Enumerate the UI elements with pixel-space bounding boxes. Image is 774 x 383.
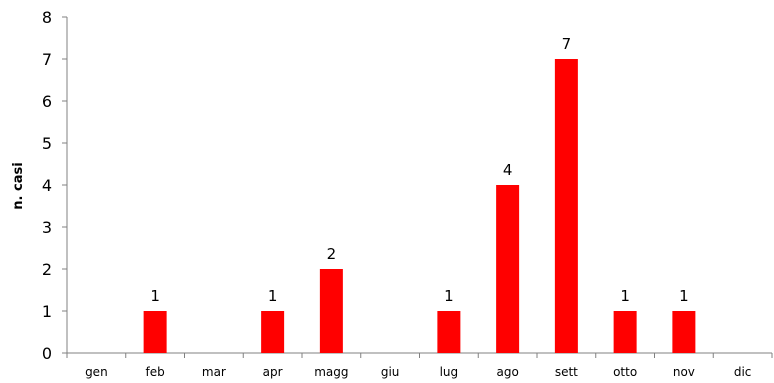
data-label-otto: 1 <box>620 287 630 305</box>
y-tick-label: 8 <box>42 8 52 27</box>
bar-sett <box>554 59 578 353</box>
bar-otto <box>613 311 637 353</box>
x-tick-label: otto <box>613 365 637 379</box>
bar-magg <box>319 269 343 353</box>
y-tick-label: 3 <box>42 218 52 237</box>
bar-feb <box>143 311 167 353</box>
x-tick-label: lug <box>440 365 459 379</box>
data-label-nov: 1 <box>679 287 689 305</box>
x-axis: gen feb mar apr magg giu lug ago sett otto nov dic <box>66 352 773 379</box>
x-tick-label: sett <box>555 365 578 379</box>
data-label-ago: 4 <box>503 161 513 179</box>
bar-ago <box>496 185 520 353</box>
x-tick-label: ago <box>496 365 518 379</box>
bars <box>143 59 696 353</box>
x-tick-label: feb <box>146 365 165 379</box>
x-tick-label: nov <box>673 365 695 379</box>
y-tick-label: 0 <box>42 344 52 363</box>
bar-nov <box>672 311 696 353</box>
y-axis-title: n. casi <box>11 162 26 209</box>
x-tick-label: giu <box>381 365 400 379</box>
y-tick-label: 7 <box>42 50 52 69</box>
x-tick-label: magg <box>314 365 348 379</box>
data-labels: 1 1 2 1 4 7 1 1 <box>150 35 688 305</box>
bar-lug <box>437 311 461 353</box>
x-tick-label: gen <box>85 365 108 379</box>
y-tick-label: 1 <box>42 302 52 321</box>
y-axis: 0 1 2 3 4 5 6 7 8 <box>42 8 68 363</box>
y-tick-label: 4 <box>42 176 52 195</box>
x-tick-label: mar <box>202 365 226 379</box>
bar-apr <box>261 311 285 353</box>
x-tick-label: apr <box>263 365 283 379</box>
x-tick-label: dic <box>734 365 752 379</box>
y-tick-label: 5 <box>42 134 52 153</box>
data-label-sett: 7 <box>562 35 572 53</box>
data-label-magg: 2 <box>327 245 337 263</box>
y-tick-label: 6 <box>42 92 52 111</box>
data-label-apr: 1 <box>268 287 278 305</box>
y-tick-label: 2 <box>42 260 52 279</box>
data-label-feb: 1 <box>150 287 160 305</box>
data-label-lug: 1 <box>444 287 454 305</box>
